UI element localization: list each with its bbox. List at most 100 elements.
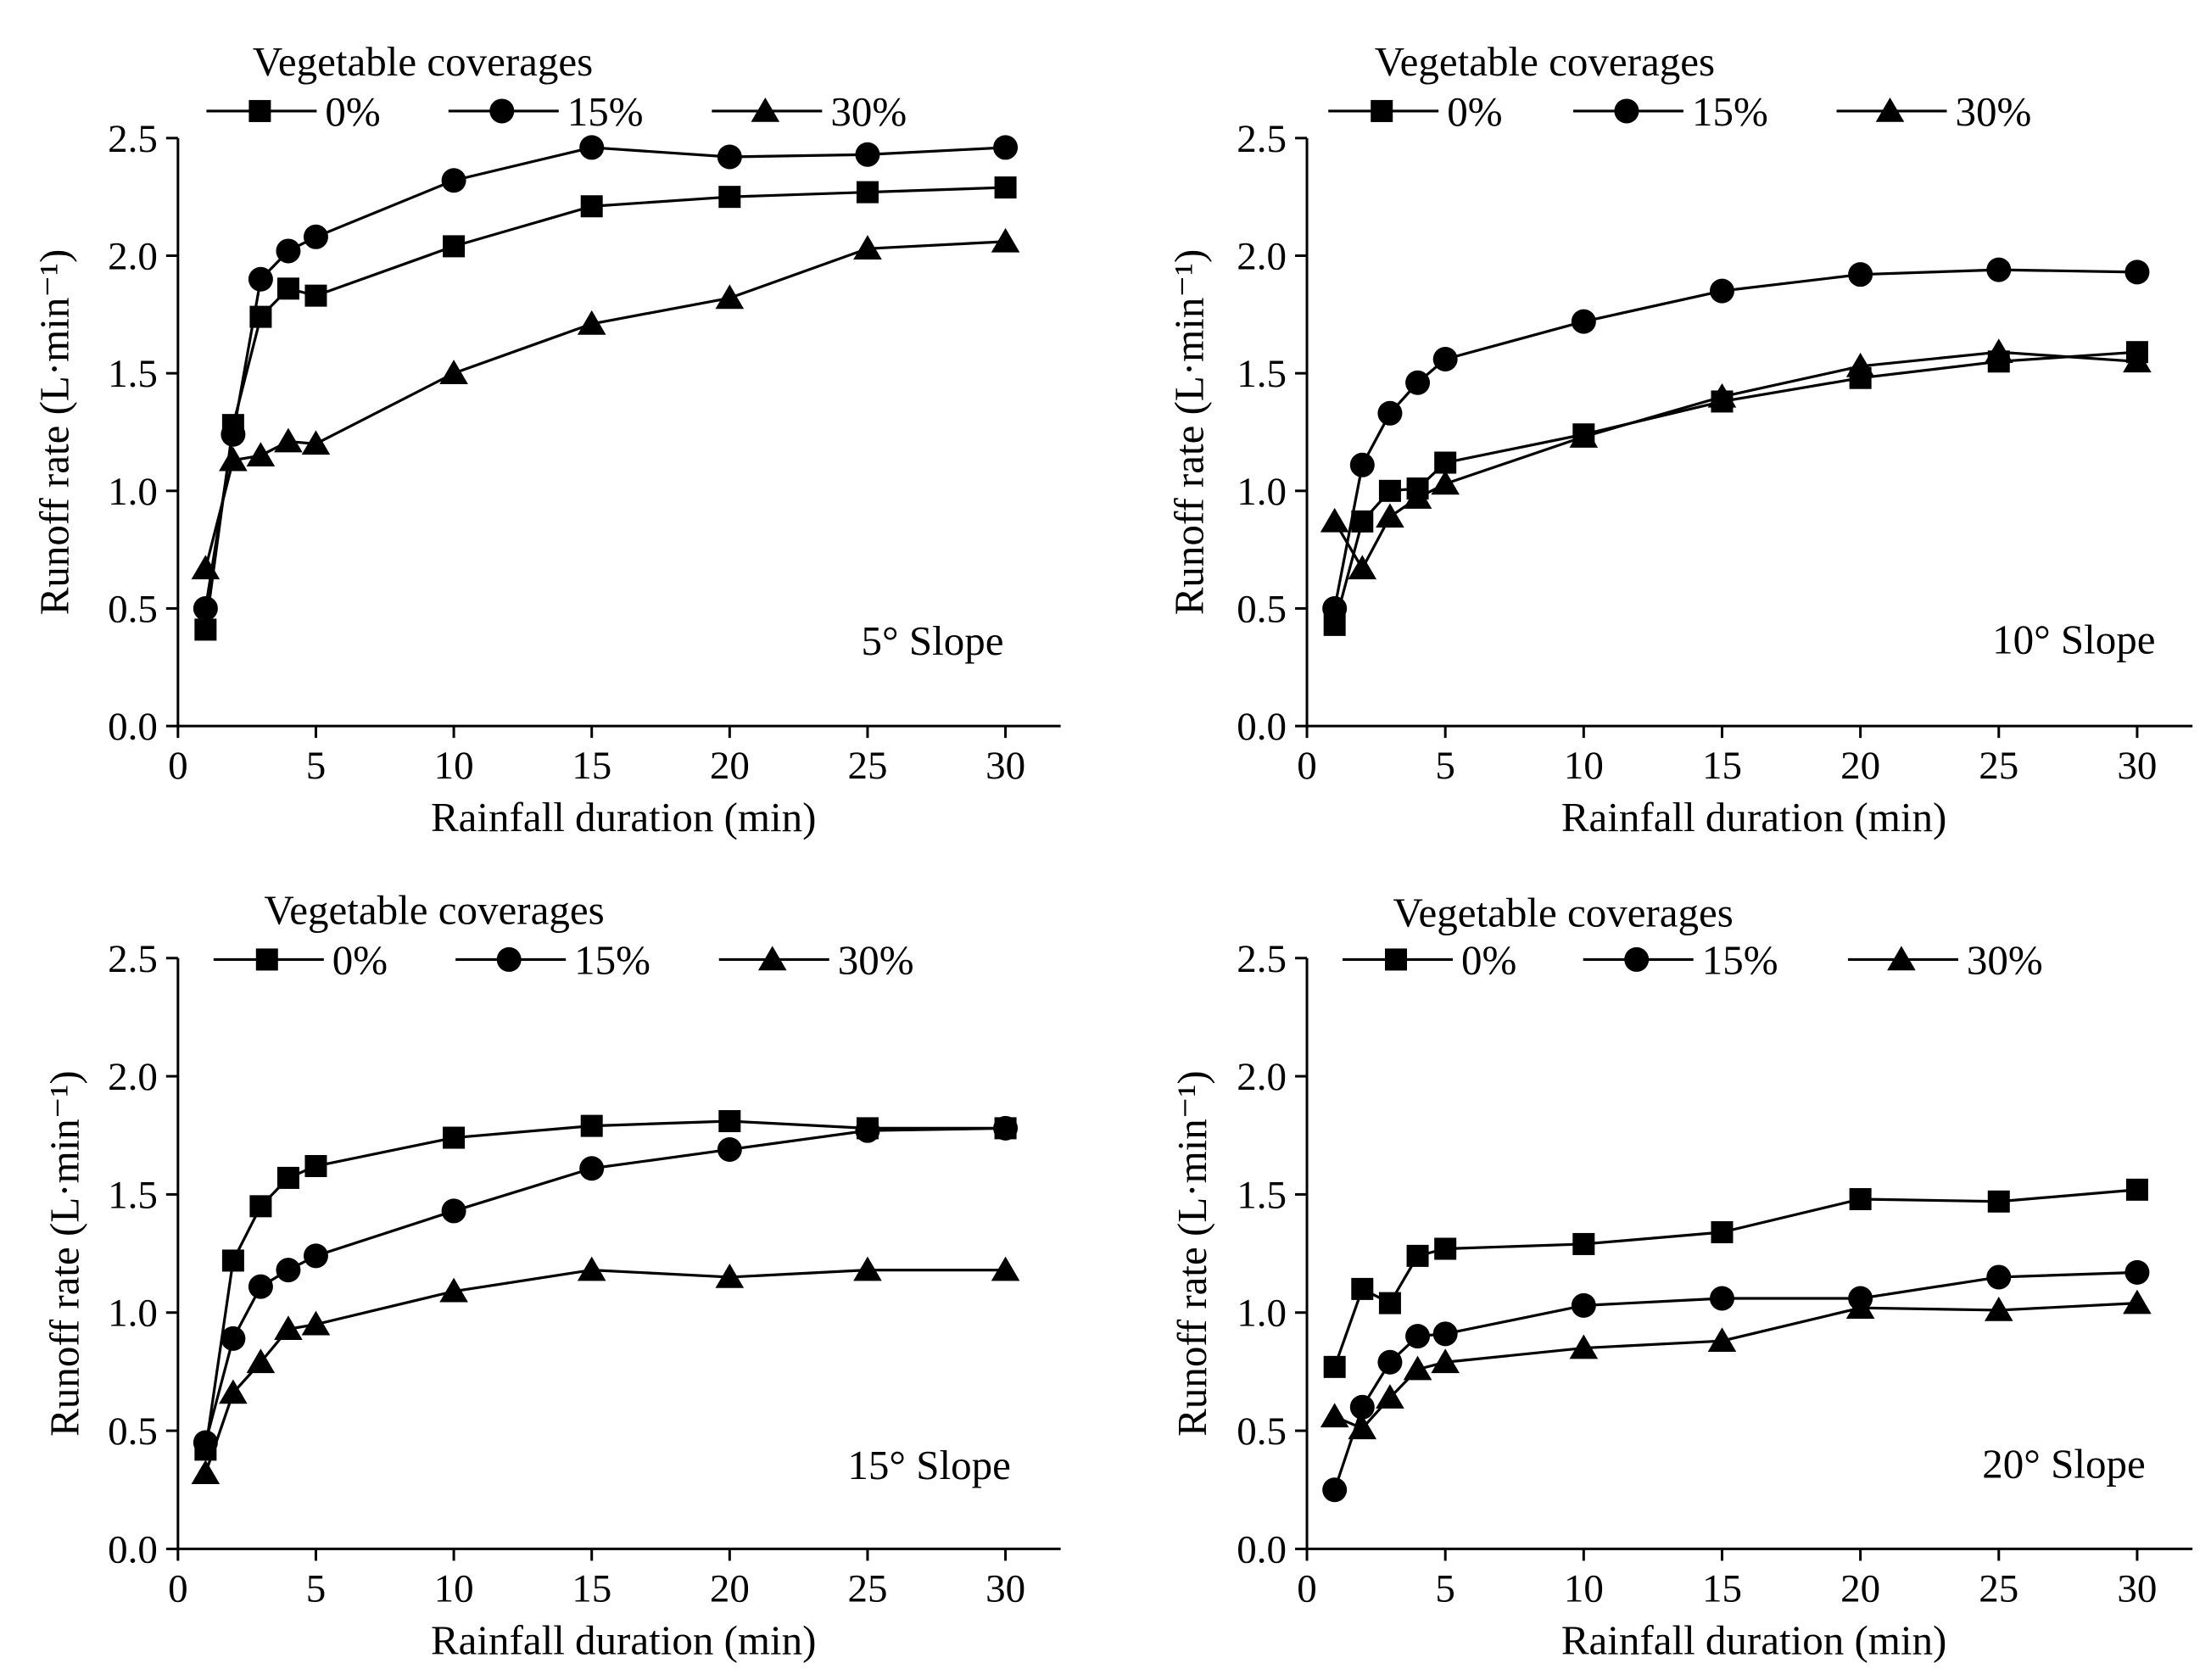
data-point xyxy=(1432,1321,1458,1347)
legend-label: 15% xyxy=(1692,88,1768,135)
data-point xyxy=(577,1256,606,1281)
data-point xyxy=(579,135,605,160)
data-point xyxy=(2123,348,2152,373)
x-tick-label: 30 xyxy=(2117,744,2157,788)
series-circle xyxy=(193,1115,1019,1455)
data-point xyxy=(248,1274,273,1299)
data-point xyxy=(439,360,468,384)
data-point xyxy=(1707,1327,1737,1352)
legend-title: Vegetable coverages xyxy=(1375,38,1715,85)
y-tick-label: 2.5 xyxy=(1237,117,1287,161)
legend-item-square: 0% xyxy=(1343,936,1516,983)
y-tick-label: 2.5 xyxy=(108,117,158,161)
x-tick-label: 25 xyxy=(847,1566,887,1610)
data-point xyxy=(991,227,1020,253)
series-triangle xyxy=(1320,1289,2152,1440)
data-point xyxy=(1349,1394,1375,1420)
data-point xyxy=(2123,1289,2152,1314)
x-tick-label: 20 xyxy=(1840,744,1880,788)
series-circle xyxy=(1322,1259,2150,1503)
data-point xyxy=(717,1136,742,1162)
data-point xyxy=(301,1310,331,1336)
data-point xyxy=(1431,470,1460,495)
x-tick-label: 20 xyxy=(710,744,750,788)
x-axis-title: Rainfall duration (min) xyxy=(1561,794,1947,840)
legend-title: Vegetable coverages xyxy=(1393,890,1734,936)
series-circle xyxy=(1322,257,2150,621)
x-tick-label: 15 xyxy=(572,1566,611,1610)
series-line xyxy=(204,1126,1006,1443)
legend-circle-marker xyxy=(496,946,522,972)
series-line xyxy=(1333,268,2137,609)
slope-annotation: 20° Slope xyxy=(1982,1440,2145,1487)
x-tick-label: 25 xyxy=(1979,744,2018,788)
series-line xyxy=(1334,1302,2138,1430)
data-point xyxy=(1987,1190,2010,1213)
data-point xyxy=(718,186,741,209)
data-point xyxy=(443,235,466,258)
data-point xyxy=(1849,1187,1872,1210)
data-point xyxy=(993,1115,1019,1141)
data-point xyxy=(1571,309,1596,334)
x-tick-label: 5 xyxy=(1435,744,1455,788)
x-axis-title: Rainfall duration (min) xyxy=(1561,1616,1947,1663)
x-tick-label: 0 xyxy=(1297,1566,1317,1610)
data-point xyxy=(856,181,879,204)
x-tick-label: 15 xyxy=(1702,744,1742,788)
chart-panel-2: 0 5 10 15 20 25 30 0.0 0.5 1.0 1.5 2.0 2.5 Rainfall d… xyxy=(1165,38,2193,840)
data-point xyxy=(303,224,328,249)
legend-label: 30% xyxy=(1956,88,2032,135)
y-tick-label: 0.5 xyxy=(108,1409,158,1454)
x-tick-label: 25 xyxy=(847,744,887,788)
legend-item-triangle: 30% xyxy=(718,936,914,983)
data-point xyxy=(1848,262,1873,287)
legend-circle-marker xyxy=(489,98,515,124)
data-point xyxy=(853,1256,882,1281)
y-tick-label: 1.5 xyxy=(1237,1173,1287,1217)
data-point xyxy=(221,1249,244,1272)
data-point xyxy=(1709,1286,1734,1311)
data-point xyxy=(1711,1221,1734,1244)
x-axis-title: Rainfall duration (min) xyxy=(431,1616,817,1663)
legend-circle-marker xyxy=(1614,98,1639,124)
data-point xyxy=(248,266,273,292)
data-point xyxy=(439,1277,468,1303)
x-tick-label: 0 xyxy=(168,744,188,788)
series-circle xyxy=(193,135,1019,621)
legend-item-square: 0% xyxy=(1328,88,1503,135)
legend-item-triangle: 30% xyxy=(712,88,907,135)
data-point xyxy=(246,1348,276,1374)
series-line xyxy=(204,146,1006,609)
y-tick-label: 1.0 xyxy=(1237,1292,1287,1336)
slope-annotation: 5° Slope xyxy=(862,617,1004,664)
y-tick-label: 0.5 xyxy=(1237,1409,1287,1454)
data-point xyxy=(443,1126,466,1149)
legend-label: 30% xyxy=(830,88,907,135)
data-point xyxy=(1986,1264,2012,1290)
x-tick-label: 30 xyxy=(985,1566,1025,1610)
data-point xyxy=(994,176,1017,199)
series-triangle xyxy=(1320,338,2152,580)
y-axis-title: Runoff rate (L·min⁻¹) xyxy=(41,1070,87,1437)
data-point xyxy=(219,1379,248,1404)
slope-annotation: 15° Slope xyxy=(847,1442,1010,1488)
data-point xyxy=(1431,1348,1460,1374)
x-tick-label: 15 xyxy=(572,744,611,788)
x-tick-label: 10 xyxy=(1564,1566,1604,1610)
legend-label: 30% xyxy=(838,936,914,983)
y-tick-label: 0.0 xyxy=(1237,705,1287,749)
data-point xyxy=(1709,278,1734,304)
legend-title: Vegetable coverages xyxy=(253,38,593,85)
data-point xyxy=(1376,503,1404,528)
legend-item-circle: 15% xyxy=(448,88,644,135)
x-axis-title: Rainfall duration (min) xyxy=(431,794,817,840)
y-tick-label: 2.0 xyxy=(1237,1055,1287,1099)
data-point xyxy=(1986,257,2012,282)
legend-square-marker xyxy=(1371,99,1393,122)
data-point xyxy=(1406,1244,1429,1267)
chart-panel-4: 0 5 10 15 20 25 30 0.0 0.5 1.0 1.5 2.0 2.5 Rainfall d… xyxy=(1169,890,2193,1663)
data-point xyxy=(855,142,880,167)
legend-title: Vegetable coverages xyxy=(264,886,604,933)
data-point xyxy=(1348,1415,1377,1440)
series-line xyxy=(204,240,1006,569)
